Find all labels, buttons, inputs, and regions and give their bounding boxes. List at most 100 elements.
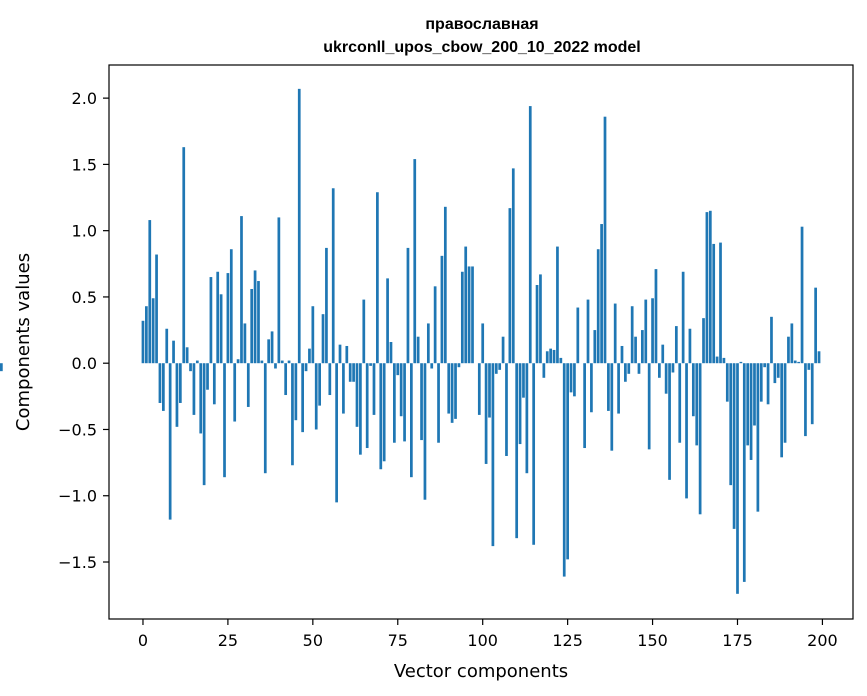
bar [328, 363, 332, 396]
bar [471, 266, 474, 364]
x-axis-label: Vector components [394, 661, 568, 682]
bar [814, 287, 817, 364]
bar [549, 348, 552, 364]
bar [749, 363, 753, 460]
bar [691, 363, 695, 417]
bar [267, 339, 271, 364]
bar [610, 363, 614, 451]
y-tick-label: −1.5 [58, 553, 97, 572]
bar [185, 347, 189, 364]
x-tick-label: 50 [303, 631, 323, 650]
bar [681, 271, 685, 364]
bar [535, 285, 539, 364]
bar [742, 363, 746, 582]
bar [253, 270, 257, 364]
bar [386, 278, 389, 364]
bar [719, 242, 722, 364]
bar [362, 299, 366, 364]
bar [365, 363, 369, 449]
bar [793, 360, 797, 364]
bar [192, 363, 196, 415]
bar [216, 271, 220, 364]
bar [488, 363, 491, 418]
bar [314, 363, 318, 430]
bar [195, 360, 199, 364]
bar [447, 363, 451, 414]
bar [440, 255, 444, 364]
bar [810, 363, 814, 425]
bars-group [0, 88, 821, 594]
bar [505, 363, 508, 456]
bar [263, 363, 267, 474]
bar [145, 306, 148, 364]
bar [722, 357, 726, 364]
bar [586, 299, 590, 364]
bar [437, 363, 440, 443]
bar [637, 363, 641, 374]
bar [182, 147, 186, 364]
bar [590, 363, 593, 413]
bar [484, 363, 488, 464]
bar [647, 363, 651, 450]
bar [236, 359, 240, 364]
bar [661, 344, 665, 364]
bar [430, 363, 434, 369]
bar [804, 363, 807, 437]
bar [369, 363, 372, 366]
bar [634, 336, 637, 364]
bar [688, 328, 692, 364]
bar [464, 246, 468, 364]
bar [525, 363, 529, 474]
bar [511, 168, 515, 364]
bar [423, 363, 427, 500]
bar [624, 363, 627, 382]
bar [600, 224, 603, 364]
bar [372, 363, 376, 415]
bar [654, 269, 658, 364]
bar [559, 357, 563, 364]
bar [668, 363, 671, 480]
bar [270, 331, 274, 364]
bar [732, 363, 736, 529]
bar [515, 363, 519, 539]
bar [443, 206, 447, 364]
x-tick-label: 150 [637, 631, 668, 650]
x-tick-label: 25 [218, 631, 238, 650]
bar [294, 363, 298, 421]
bar [199, 363, 203, 434]
bar [708, 210, 712, 364]
bar [158, 363, 162, 403]
bar [426, 323, 430, 364]
bar [359, 363, 362, 455]
bar [410, 363, 413, 478]
bar [739, 361, 743, 364]
bar [420, 363, 423, 441]
bar [712, 243, 716, 364]
bar [240, 216, 243, 364]
chart-title: православная [425, 16, 538, 33]
bar [403, 363, 406, 442]
bar [277, 217, 281, 364]
bar [175, 363, 179, 427]
bar [674, 326, 678, 364]
bar [246, 363, 250, 407]
x-tick-label: 200 [807, 631, 838, 650]
bar [325, 247, 328, 364]
bar [274, 363, 277, 369]
bar [736, 363, 739, 594]
bar [753, 363, 756, 426]
bar [545, 351, 549, 364]
bar [539, 274, 542, 364]
bar [148, 220, 152, 364]
bar [746, 363, 750, 446]
bar [613, 303, 617, 364]
bar [308, 348, 311, 364]
bar [651, 298, 654, 364]
y-axis-label: Components values [13, 253, 34, 431]
bar [223, 363, 226, 478]
bar [321, 314, 325, 364]
bar [226, 273, 230, 364]
bar [583, 363, 586, 449]
bar [178, 363, 182, 403]
